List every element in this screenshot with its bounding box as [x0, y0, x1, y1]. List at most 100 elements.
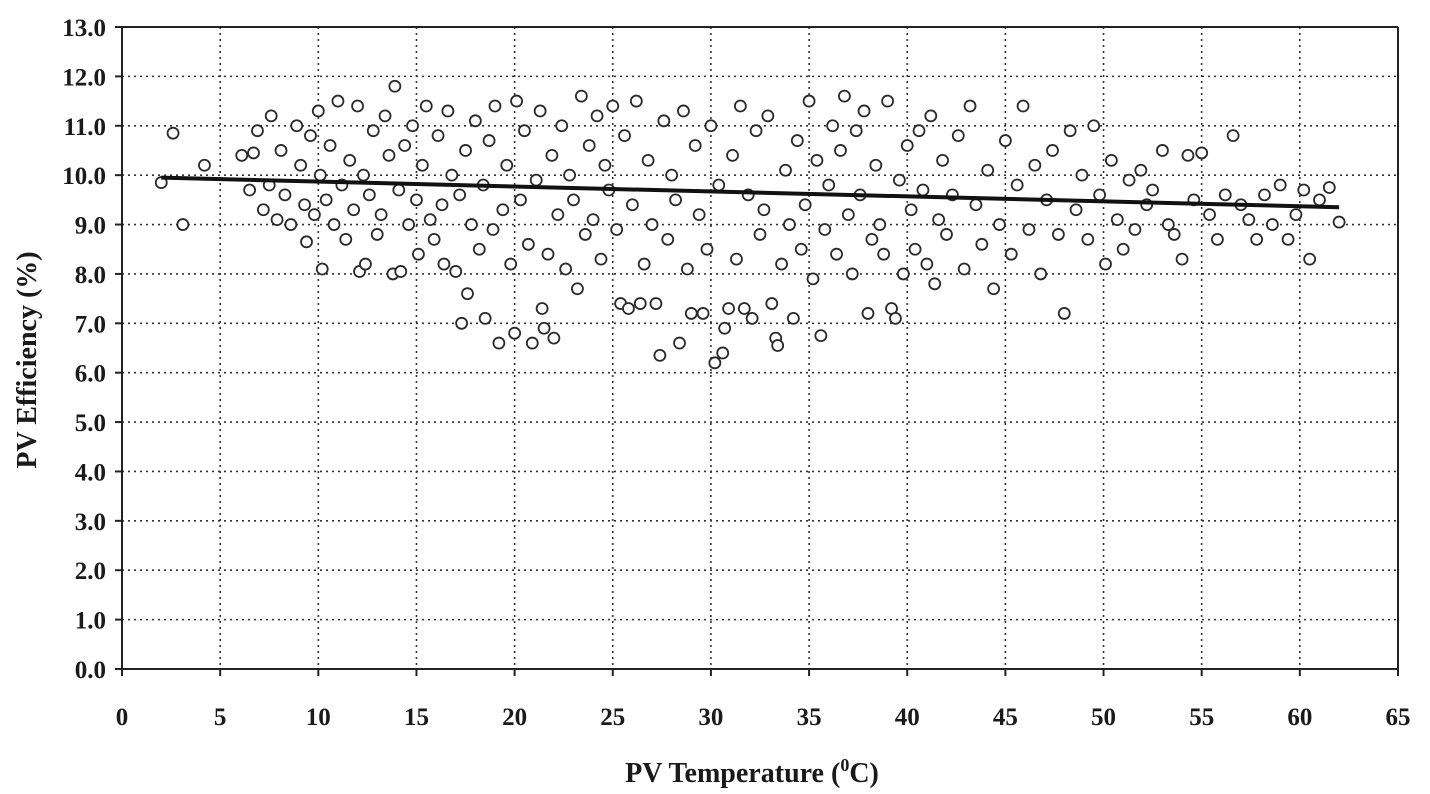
- y-tick-label-5: 5.0: [75, 410, 106, 437]
- data-point-0-19: [304, 129, 317, 143]
- data-point-0-215: [1087, 119, 1101, 133]
- data-point-0-239: [1250, 232, 1264, 246]
- data-point-0-204: [1022, 223, 1036, 236]
- data-point-0-18: [300, 235, 313, 249]
- data-point-0-198: [987, 282, 1001, 296]
- data-point-0-220: [1116, 242, 1130, 256]
- data-point-0-100: [590, 109, 604, 123]
- data-point-0-122: [677, 104, 690, 118]
- data-point-0-54: [427, 232, 441, 246]
- x-axis-title: PV Temperature (0C): [625, 755, 879, 789]
- data-point-0-56: [435, 198, 449, 212]
- data-point-0-83: [529, 173, 543, 187]
- y-tick-label-1: 1.0: [75, 608, 106, 635]
- data-point-0-3: [198, 158, 211, 172]
- data-point-0-75: [500, 158, 514, 172]
- data-point-0-16: [294, 158, 308, 172]
- data-point-0-59: [445, 168, 459, 182]
- data-point-0-73: [492, 336, 506, 350]
- data-point-0-174: [877, 247, 891, 261]
- data-point-0-6: [247, 146, 260, 160]
- data-point-0-186: [924, 109, 938, 123]
- data-point-0-125: [688, 139, 702, 152]
- data-point-0-94: [567, 193, 580, 207]
- data-point-0-111: [633, 297, 647, 310]
- x-tick-label-11: 55: [1189, 704, 1214, 731]
- data-point-0-76: [504, 257, 518, 271]
- data-point-0-138: [737, 302, 751, 315]
- data-point-0-203: [1016, 99, 1030, 113]
- data-point-0-228: [1167, 228, 1181, 241]
- data-point-0-196: [975, 237, 989, 251]
- data-point-0-187: [928, 277, 942, 291]
- data-point-0-144: [761, 109, 775, 123]
- data-point-0-133: [718, 321, 732, 335]
- data-point-0-17: [298, 198, 311, 212]
- data-point-0-69: [478, 311, 492, 325]
- data-point-0-208: [1046, 144, 1059, 157]
- x-tick-label-4: 20: [502, 704, 527, 731]
- data-point-0-160: [822, 178, 836, 192]
- data-point-0-39: [374, 208, 388, 222]
- data-point-0-222: [1128, 223, 1142, 236]
- data-point-0-116: [653, 349, 667, 362]
- data-point-0-65: [465, 218, 478, 231]
- data-point-0-40: [378, 109, 392, 123]
- data-point-0-244: [1289, 208, 1303, 222]
- data-point-0-182: [908, 242, 922, 256]
- data-point-0-77: [508, 326, 522, 340]
- y-tick-label-10: 10.0: [62, 163, 106, 190]
- data-point-0-89: [547, 331, 561, 345]
- data-point-0-104: [606, 99, 620, 113]
- data-point-0-52: [419, 99, 433, 113]
- data-point-0-167: [849, 124, 863, 138]
- data-point-0-81: [521, 237, 535, 251]
- data-point-0-185: [920, 257, 934, 271]
- y-tick-label-13: 13.0: [62, 15, 106, 42]
- data-point-0-197: [981, 163, 995, 177]
- data-point-0-36: [362, 188, 376, 202]
- data-point-0-123: [680, 262, 694, 276]
- data-point-0-49: [410, 193, 423, 207]
- data-point-0-26: [327, 218, 341, 231]
- y-tick-label-9: 9.0: [75, 213, 106, 240]
- data-point-0-92: [559, 262, 573, 276]
- data-point-0-131: [712, 178, 726, 192]
- data-point-0-147: [771, 339, 785, 352]
- data-point-0-241: [1265, 218, 1279, 231]
- data-point-0-119: [665, 168, 679, 182]
- data-points: [154, 79, 1346, 370]
- data-point-0-140: [745, 311, 759, 325]
- data-point-0-20: [307, 208, 321, 222]
- data-point-0-227: [1161, 218, 1175, 231]
- data-point-0-10: [264, 109, 278, 123]
- data-point-0-79: [514, 193, 527, 207]
- data-point-0-118: [661, 232, 675, 246]
- data-point-0-178: [892, 173, 906, 187]
- data-point-0-102: [598, 158, 612, 172]
- data-point-0-179: [896, 267, 910, 281]
- data-point-0-245: [1297, 183, 1311, 197]
- data-point-0-11: [270, 213, 284, 227]
- data-point-0-129: [704, 119, 718, 133]
- data-point-0-0: [154, 176, 168, 189]
- data-point-0-154: [798, 198, 812, 212]
- data-point-0-7: [251, 124, 264, 138]
- data-point-0-117: [657, 114, 671, 128]
- data-point-0-221: [1122, 173, 1136, 187]
- data-point-0-32: [351, 99, 364, 113]
- data-point-0-25: [323, 139, 337, 152]
- data-point-0-127: [696, 307, 710, 320]
- data-point-0-206: [1034, 267, 1048, 281]
- data-point-0-62: [455, 316, 469, 330]
- data-point-0-169: [857, 104, 871, 118]
- data-point-0-164: [838, 89, 851, 103]
- data-point-0-213: [1075, 168, 1089, 182]
- y-tick-labels: 0.0 1.0 2.0 3.0 4.0 5.0 6.0 7.0 8.0 9.0 10.0 11.0 12…: [62, 15, 106, 684]
- x-tick-label-5: 25: [600, 704, 625, 731]
- data-point-0-61: [453, 188, 467, 202]
- data-point-0-82: [525, 336, 539, 350]
- y-tick-label-7: 7.0: [75, 311, 106, 338]
- data-point-0-21: [311, 104, 325, 118]
